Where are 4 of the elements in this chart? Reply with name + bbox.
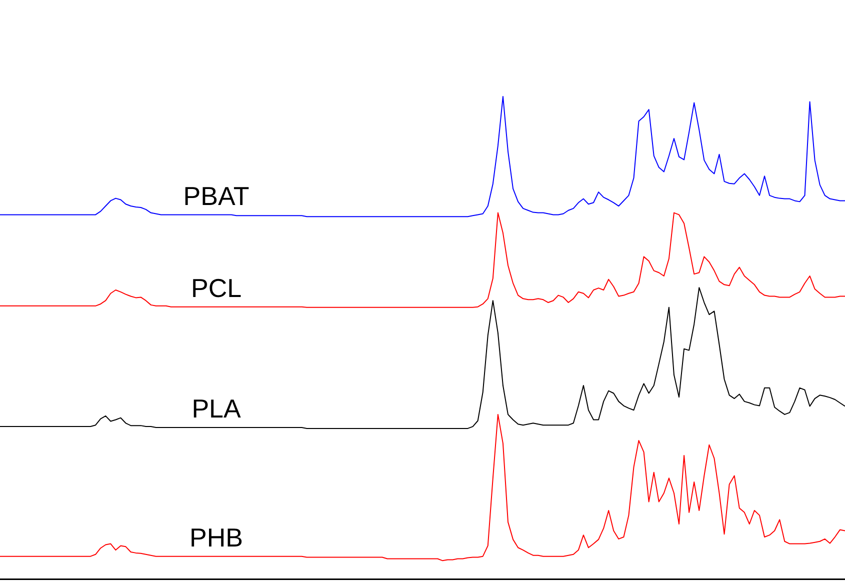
series-label: PLA — [192, 394, 242, 424]
series-label: PHB — [190, 522, 244, 552]
series-label: PBAT — [183, 180, 250, 211]
series-label: PCL — [190, 273, 242, 304]
